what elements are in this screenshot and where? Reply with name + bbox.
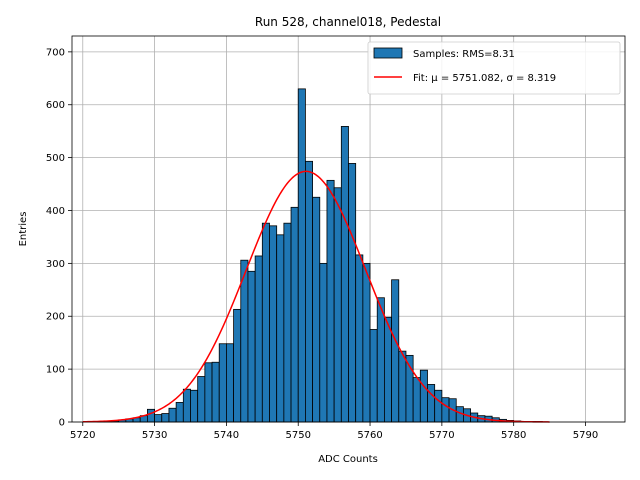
histogram-bar — [211, 361, 220, 423]
fit-curve — [82, 170, 550, 423]
plot-frame — [71, 35, 626, 423]
histogram-bar — [168, 407, 177, 423]
histogram-bar — [326, 179, 335, 423]
y-tick-label: 700 — [46, 47, 65, 58]
legend-box — [367, 41, 621, 95]
histogram-bar — [290, 206, 299, 423]
histogram-bar — [226, 343, 234, 423]
histogram-bar — [197, 376, 206, 423]
histogram-bar — [362, 262, 371, 423]
y-tick-label: 0 — [59, 418, 65, 429]
histogram-bar — [333, 187, 342, 423]
histogram-bar — [283, 222, 292, 423]
histogram-bar — [240, 259, 249, 423]
legend-swatch-samples — [373, 47, 403, 59]
histogram-bar — [204, 362, 213, 423]
x-tick-label: 5790 — [573, 430, 598, 441]
histogram-bar — [218, 343, 227, 423]
histogram-bar — [340, 126, 349, 423]
histogram-bar — [154, 414, 163, 423]
y-axis-label: Entries — [18, 212, 29, 247]
chart-title: Run 528, channel018, Pedestal — [255, 15, 441, 29]
histogram-bar — [348, 163, 357, 423]
y-axis-ticks: 0 100 200 300 400 500 600 700 — [46, 47, 72, 429]
y-tick-label: 300 — [46, 259, 65, 270]
x-tick-label: 5770 — [429, 430, 454, 441]
histogram-bar — [427, 384, 436, 423]
histogram-bar — [319, 262, 328, 423]
histogram-bar — [312, 196, 321, 423]
y-tick-label: 500 — [46, 153, 65, 164]
histogram-bar — [254, 255, 263, 423]
y-tick-label: 100 — [46, 365, 65, 376]
histogram-bar — [398, 350, 407, 423]
histogram-bar — [305, 160, 313, 423]
histogram-bar — [369, 329, 378, 423]
y-tick-label: 400 — [46, 206, 65, 217]
legend-label-fit: Fit: μ = 5751.082, σ = 8.319 — [413, 73, 556, 84]
x-axis-ticks: 5720 5730 5740 5750 5760 5770 5780 5790 — [70, 422, 598, 441]
bars-layer — [96, 88, 543, 423]
histogram-bar — [175, 402, 184, 423]
histogram-bar — [412, 377, 421, 423]
legend-label-samples: Samples: RMS=8.31 — [413, 49, 515, 60]
histogram-bar — [269, 225, 278, 423]
y-tick-label: 200 — [46, 312, 65, 323]
histogram-bar — [419, 369, 428, 423]
x-tick-label: 5750 — [286, 430, 311, 441]
histogram-bar — [441, 397, 450, 423]
x-tick-label: 5760 — [357, 430, 382, 441]
histogram-bar — [391, 279, 400, 423]
histogram-bar — [297, 88, 306, 423]
histogram-bar — [190, 389, 199, 423]
legend: Samples: RMS=8.31 Fit: μ = 5751.082, σ =… — [367, 41, 621, 95]
histogram-bar — [233, 308, 242, 423]
histogram-bar — [261, 222, 270, 423]
histogram-bar — [355, 254, 364, 423]
x-tick-label: 5730 — [142, 430, 167, 441]
histogram-bar — [376, 297, 385, 423]
histogram-bar — [247, 270, 256, 423]
histogram-bar — [161, 413, 170, 423]
y-tick-label: 600 — [46, 100, 65, 111]
histogram-bar — [182, 388, 191, 423]
histogram-bar — [434, 389, 443, 423]
histogram-bar — [384, 316, 392, 423]
x-tick-label: 5780 — [501, 430, 526, 441]
histogram-bar — [147, 408, 155, 423]
x-axis-label: ADC Counts — [318, 454, 378, 465]
histogram-bar — [276, 234, 285, 423]
x-tick-label: 5720 — [70, 430, 95, 441]
x-tick-label: 5740 — [214, 430, 239, 441]
